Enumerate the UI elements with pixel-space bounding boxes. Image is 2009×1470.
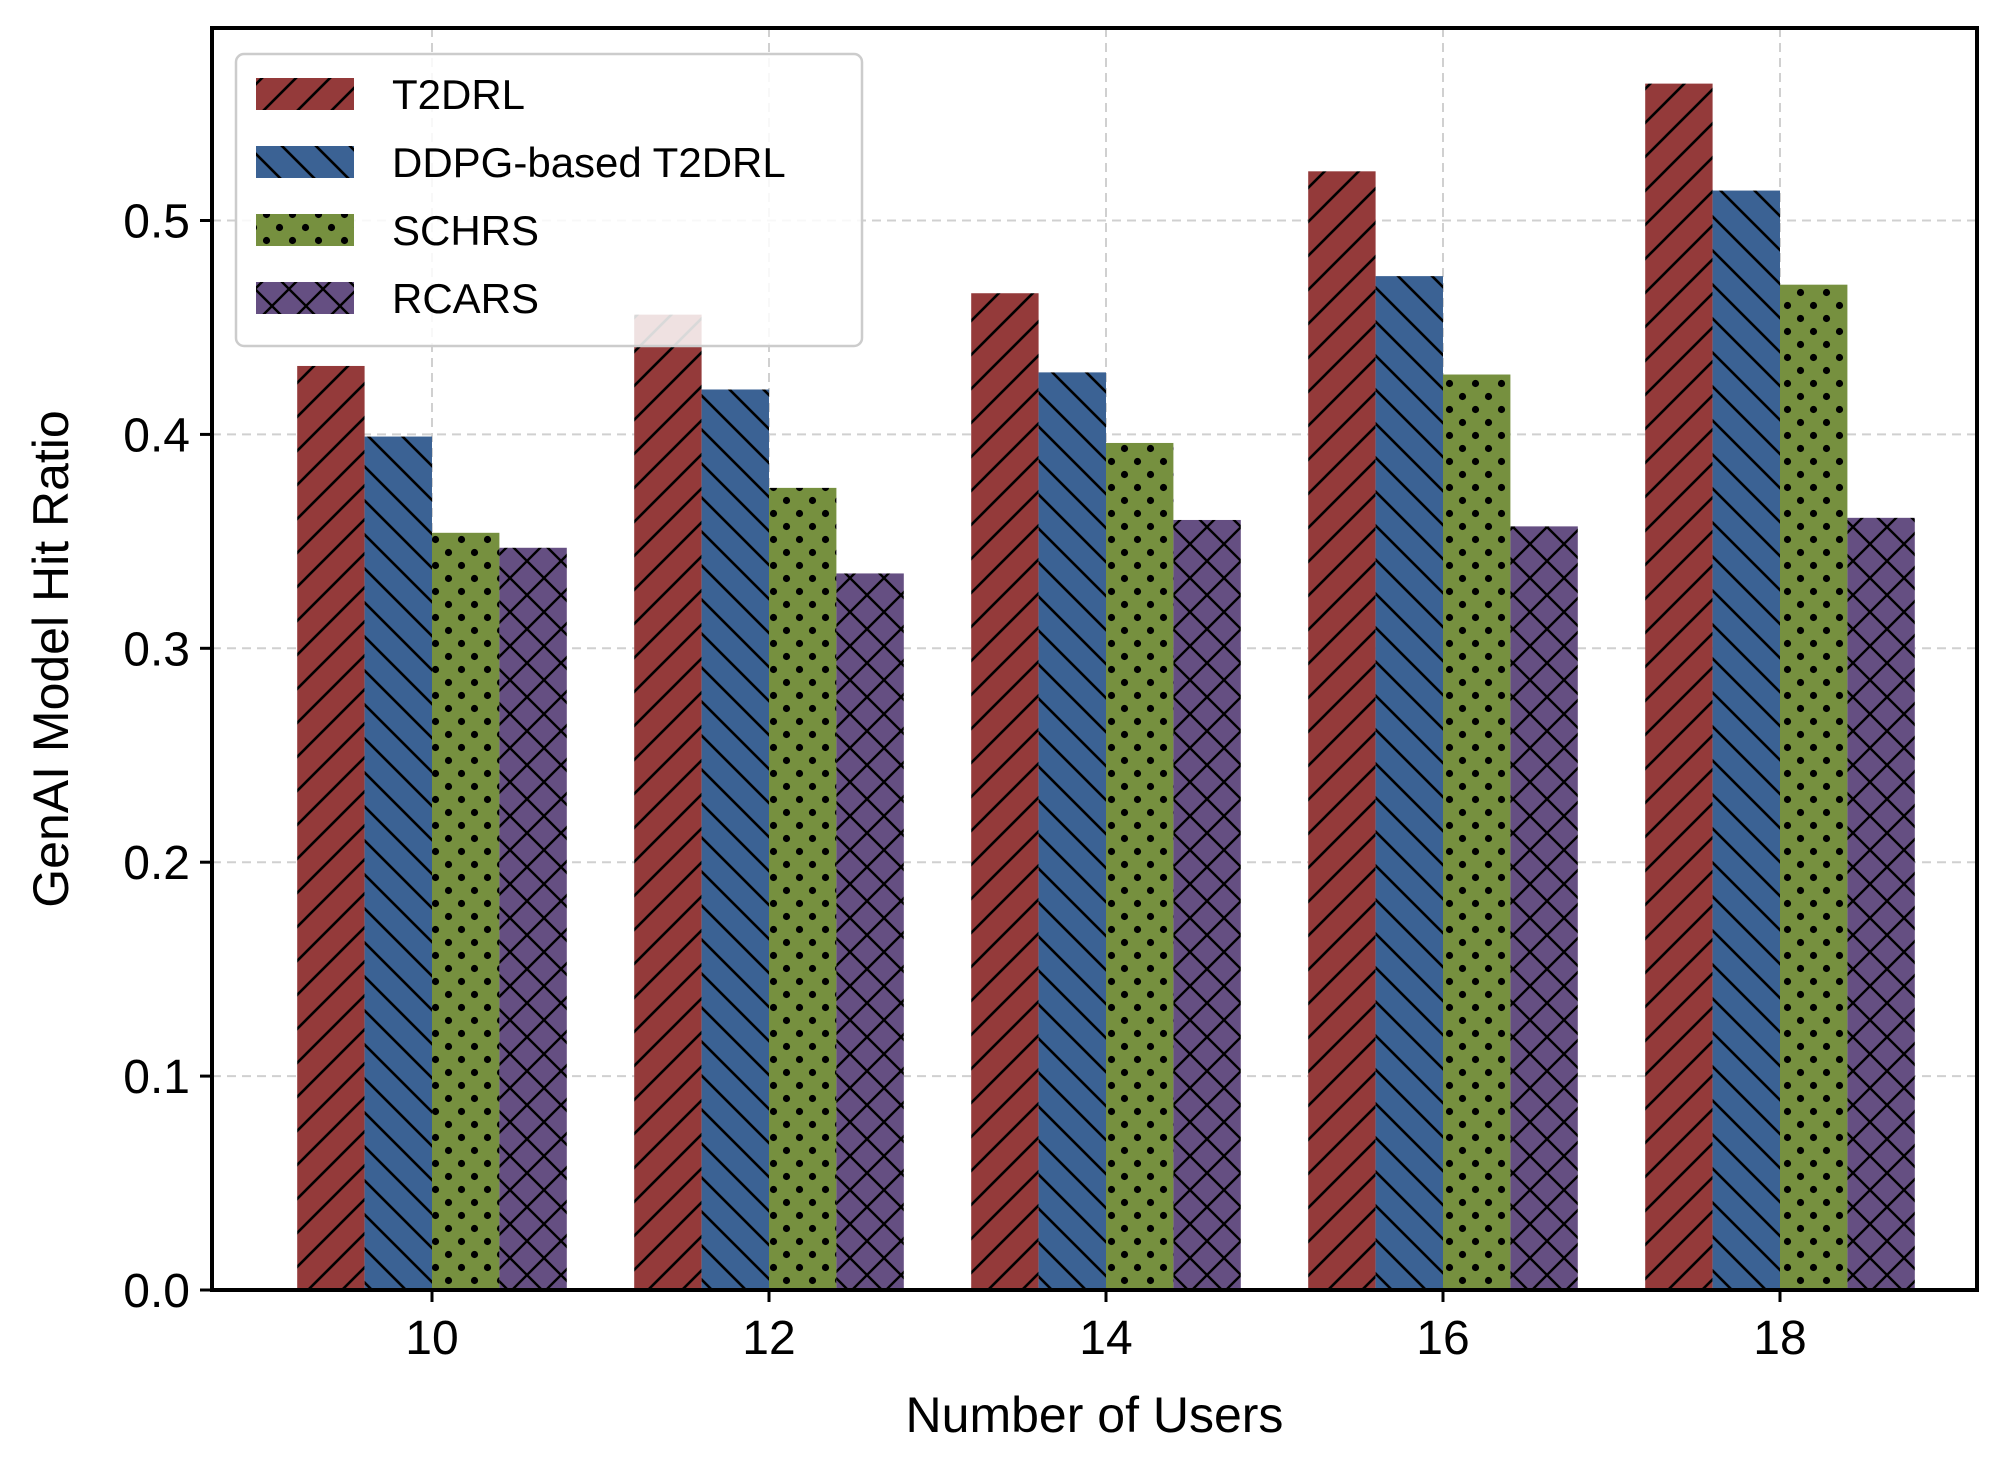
- bar-schrs-10: [432, 532, 500, 1290]
- y-tick-label: 0.2: [123, 837, 190, 890]
- bar-schrs-14: [1106, 442, 1174, 1290]
- legend-label-t2drl: T2DRL: [392, 71, 525, 118]
- bar-t2drl-10: [297, 365, 365, 1290]
- x-tick-label: 12: [742, 1312, 795, 1365]
- bar-t2drl-16: [1308, 171, 1376, 1290]
- axis-ticks: 0.0 0.1 0.2 0.3 0.4 0.5 10 12 14 16 18: [123, 196, 1806, 1365]
- legend-swatch-ddpg-based-t2drl: [256, 146, 354, 178]
- plot-frame: [210, 26, 1979, 1292]
- bar-schrs-18: [1780, 284, 1848, 1290]
- bar-ddpg-based-t2drl-16: [1375, 276, 1443, 1290]
- y-tick-label: 0.3: [123, 623, 190, 676]
- bar-t2drl-18: [1645, 83, 1713, 1291]
- bar-rcars-14: [1173, 519, 1241, 1290]
- y-tick-label: 0.5: [123, 196, 190, 249]
- bar-ddpg-based-t2drl-14: [1038, 372, 1106, 1290]
- legend-label-ddpg-based-t2drl: DDPG-based T2DRL: [392, 139, 786, 186]
- y-axis-label: GenAI Model Hit Ratio: [23, 410, 79, 907]
- legend-swatch-schrs: [256, 214, 354, 246]
- bars: [297, 83, 1915, 1291]
- legend-label-schrs: SCHRS: [392, 207, 539, 254]
- x-tick-label: 16: [1416, 1312, 1469, 1365]
- legend-box: [234, 52, 864, 348]
- bar-ddpg-based-t2drl-18: [1712, 190, 1780, 1290]
- y-tick-label: 0.4: [123, 409, 190, 462]
- bar-ddpg-based-t2drl-12: [701, 389, 769, 1290]
- legend-swatch-rcars: [256, 282, 354, 314]
- bar-schrs-12: [769, 487, 837, 1290]
- x-tick-label: 18: [1753, 1312, 1806, 1365]
- x-tick-label: 10: [405, 1312, 458, 1365]
- y-tick-label: 0.1: [123, 1051, 190, 1104]
- bar-t2drl-14: [971, 293, 1039, 1290]
- bar-schrs-16: [1443, 374, 1511, 1290]
- bar-rcars-18: [1847, 517, 1915, 1290]
- x-axis-label: Number of Users: [906, 1387, 1284, 1443]
- y-tick-label: 0.0: [123, 1265, 190, 1318]
- bar-rcars-16: [1510, 526, 1578, 1290]
- x-tick-label: 14: [1079, 1312, 1132, 1365]
- bar-t2drl-12: [634, 314, 702, 1290]
- legend: T2DRL DDPG-based T2DRL SCHRS RCARS: [234, 52, 864, 348]
- legend-swatch-t2drl: [256, 78, 354, 110]
- bar-rcars-12: [836, 573, 904, 1290]
- legend-label-rcars: RCARS: [392, 275, 539, 322]
- bar-rcars-10: [499, 547, 567, 1290]
- bar-ddpg-based-t2drl-10: [364, 436, 432, 1290]
